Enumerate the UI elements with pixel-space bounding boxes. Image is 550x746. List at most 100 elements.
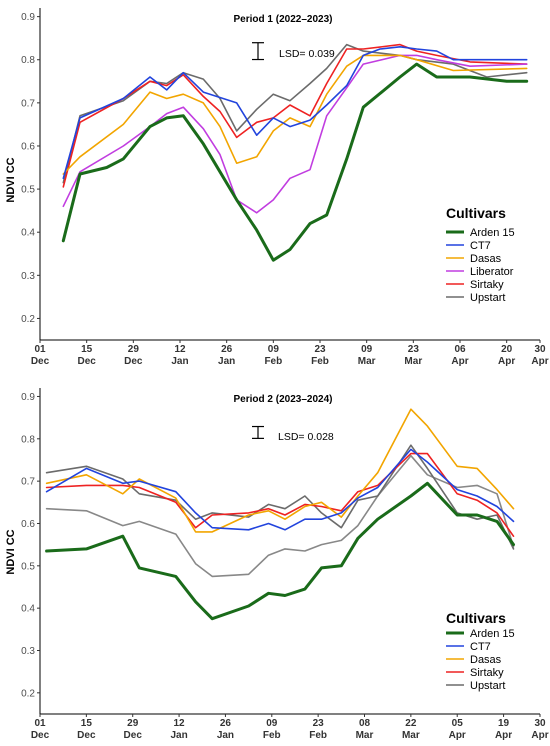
y-tick-label: 0.3 bbox=[21, 646, 35, 657]
x-tick-month-label: Feb bbox=[263, 730, 281, 741]
panel-1-series-lines bbox=[61, 43, 529, 262]
x-tick-month-label: Apr bbox=[531, 356, 548, 367]
x-tick-month-label: Dec bbox=[77, 730, 96, 741]
panel-period-1: Period 1 (2022–2023) NDVI CC LSD= 0.039 … bbox=[5, 8, 549, 367]
y-tick-label: 0.2 bbox=[21, 688, 35, 699]
x-tick-month-label: Feb bbox=[311, 356, 329, 367]
x-tick-month-label: Apr bbox=[498, 356, 515, 367]
x-tick-day-label: 08 bbox=[359, 718, 371, 729]
y-tick-label: 0.5 bbox=[21, 561, 35, 572]
y-tick-label: 0.5 bbox=[21, 185, 35, 196]
panel-period-2: Period 2 (2023–2024) NDVI CC LSD= 0.028 … bbox=[5, 388, 549, 741]
x-tick-month-label: Dec bbox=[124, 730, 143, 741]
x-tick-day-label: 29 bbox=[127, 718, 139, 729]
x-tick-day-label: 26 bbox=[220, 718, 232, 729]
x-tick-day-label: 05 bbox=[452, 718, 464, 729]
x-tick-month-label: Mar bbox=[404, 356, 422, 367]
y-tick-label: 0.6 bbox=[21, 519, 35, 530]
series-line-dasas bbox=[62, 54, 528, 175]
legend-label: CT7 bbox=[470, 240, 491, 252]
x-tick-day-label: 30 bbox=[534, 718, 546, 729]
legend-label: CT7 bbox=[470, 641, 491, 653]
x-tick-month-label: Apr bbox=[451, 356, 468, 367]
panel-1-lsd-annotation: LSD= 0.039 bbox=[279, 48, 335, 60]
y-tick-label: 0.4 bbox=[21, 228, 35, 239]
x-tick-day-label: 09 bbox=[266, 718, 278, 729]
x-tick-month-label: Jan bbox=[170, 730, 187, 741]
x-tick-month-label: Feb bbox=[264, 356, 282, 367]
x-tick-month-label: Mar bbox=[356, 730, 374, 741]
y-tick-label: 0.7 bbox=[21, 477, 35, 488]
x-tick-day-label: 15 bbox=[81, 344, 93, 355]
x-tick-month-label: Dec bbox=[77, 356, 96, 367]
x-tick-day-label: 15 bbox=[81, 718, 93, 729]
legend-label: Arden 15 bbox=[470, 628, 515, 640]
y-tick-label: 0.4 bbox=[21, 604, 35, 615]
series-line-ct7 bbox=[62, 45, 528, 180]
x-tick-month-label: Dec bbox=[31, 730, 50, 741]
x-tick-month-label: Apr bbox=[495, 730, 512, 741]
x-tick-day-label: 06 bbox=[454, 344, 466, 355]
panel-2-legend-title: Cultivars bbox=[446, 610, 506, 626]
panel-2-title: Period 2 (2023–2024) bbox=[234, 394, 333, 405]
legend-label: Upstart bbox=[470, 680, 505, 692]
x-tick-month-label: Dec bbox=[31, 356, 50, 367]
x-tick-day-label: 09 bbox=[361, 344, 373, 355]
panel-1-axes: 0.20.30.40.50.60.70.80.901Dec15Dec29Dec1… bbox=[21, 8, 549, 367]
x-tick-month-label: Dec bbox=[124, 356, 143, 367]
series-line-ct7 bbox=[45, 448, 515, 531]
panel-1-title: Period 1 (2022–2023) bbox=[234, 14, 333, 25]
panel-1-y-axis-label: NDVI CC bbox=[5, 157, 17, 202]
legend-label: Arden 15 bbox=[470, 227, 515, 239]
x-tick-day-label: 09 bbox=[268, 344, 280, 355]
y-tick-label: 0.7 bbox=[21, 98, 35, 109]
y-tick-label: 0.8 bbox=[21, 55, 35, 66]
x-tick-day-label: 19 bbox=[498, 718, 510, 729]
x-tick-month-label: Jan bbox=[218, 356, 235, 367]
panel-2-y-axis-label: NDVI CC bbox=[5, 529, 17, 574]
y-tick-label: 0.2 bbox=[21, 314, 35, 325]
panel-1-legend-title: Cultivars bbox=[446, 205, 506, 221]
series-line-upstart bbox=[45, 444, 515, 550]
legend-label: Sirtaky bbox=[470, 667, 504, 679]
y-tick-label: 0.8 bbox=[21, 434, 35, 445]
panel-2-series-lines bbox=[45, 408, 515, 621]
x-tick-day-label: 23 bbox=[313, 718, 325, 729]
x-tick-month-label: Apr bbox=[531, 730, 548, 741]
panel-2-lsd-annotation: LSD= 0.028 bbox=[278, 431, 334, 443]
x-tick-day-label: 12 bbox=[174, 718, 186, 729]
legend-label: Liberator bbox=[470, 266, 514, 278]
legend-label: Dasas bbox=[470, 654, 502, 666]
x-tick-day-label: 30 bbox=[534, 344, 546, 355]
x-tick-day-label: 26 bbox=[221, 344, 233, 355]
x-tick-day-label: 01 bbox=[34, 344, 46, 355]
x-tick-day-label: 12 bbox=[174, 344, 186, 355]
x-tick-month-label: Apr bbox=[449, 730, 466, 741]
x-tick-month-label: Jan bbox=[171, 356, 188, 367]
x-tick-day-label: 22 bbox=[405, 718, 417, 729]
x-tick-month-label: Jan bbox=[217, 730, 234, 741]
x-tick-month-label: Feb bbox=[309, 730, 327, 741]
x-tick-month-label: Mar bbox=[358, 356, 376, 367]
series-line-arden-15 bbox=[45, 481, 515, 621]
x-tick-month-label: Mar bbox=[402, 730, 420, 741]
x-tick-day-label: 23 bbox=[408, 344, 420, 355]
x-tick-day-label: 20 bbox=[501, 344, 513, 355]
y-tick-label: 0.9 bbox=[21, 12, 35, 23]
panel-2-axes: 0.20.30.40.50.60.70.80.901Dec15Dec29Dec1… bbox=[21, 388, 549, 741]
y-tick-label: 0.6 bbox=[21, 141, 35, 152]
y-tick-label: 0.3 bbox=[21, 271, 35, 282]
x-tick-day-label: 01 bbox=[34, 718, 46, 729]
x-tick-day-label: 29 bbox=[128, 344, 140, 355]
x-tick-day-label: 23 bbox=[314, 344, 326, 355]
series-line-unlabeled bbox=[45, 454, 515, 578]
legend-label: Upstart bbox=[470, 292, 505, 304]
series-line-arden-15 bbox=[61, 62, 529, 262]
y-tick-label: 0.9 bbox=[21, 392, 35, 403]
legend-label: Dasas bbox=[470, 253, 502, 265]
legend-label: Sirtaky bbox=[470, 279, 504, 291]
